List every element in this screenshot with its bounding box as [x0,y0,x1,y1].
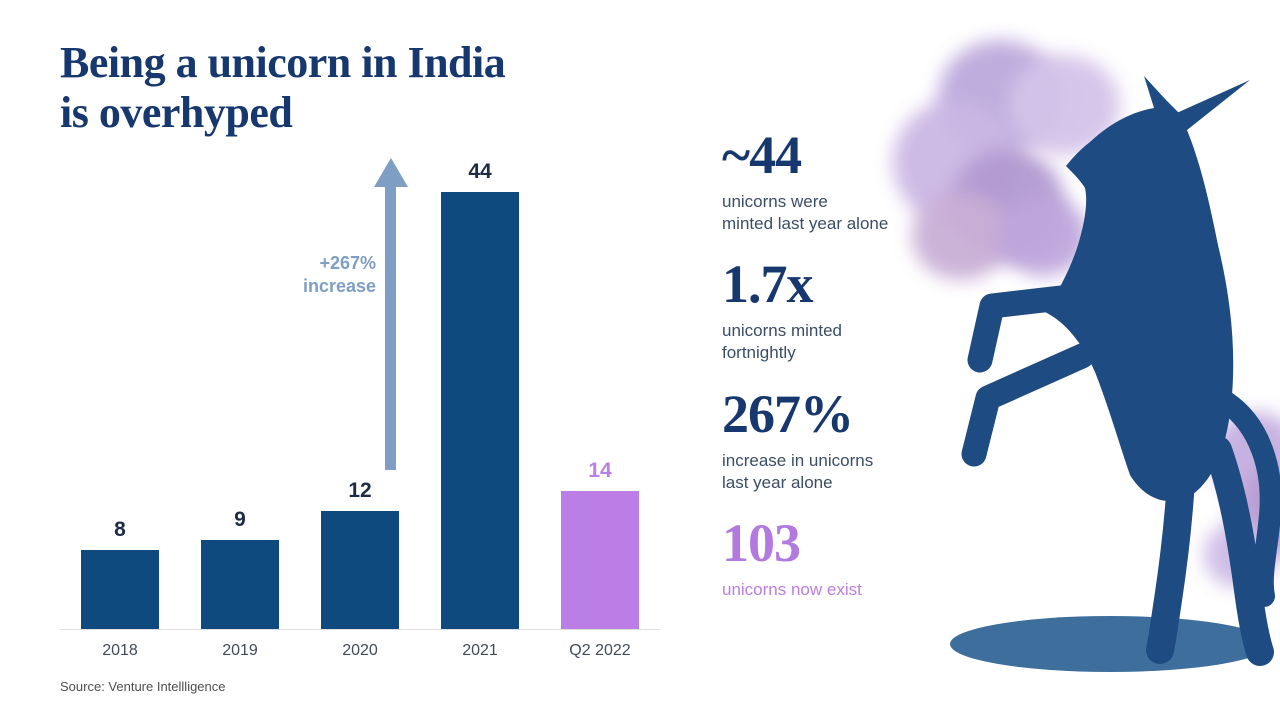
tail-cloud [1204,522,1276,588]
page-title: Being a unicorn in India is overhyped [60,38,506,137]
increase-arrow-head-icon [374,158,408,187]
stat-unicorns-minted: ~44 unicorns were minted last year alone [722,125,957,235]
bar-value-label: 12 [348,479,372,502]
bar-column-2020: 12 [300,479,420,630]
stat-description: increase in unicorns last year alone [722,450,874,492]
increase-arrow-shaft [385,185,396,470]
bar-q2-2022 [561,491,639,630]
tail-cloud [1232,472,1280,558]
bar-2020 [321,511,399,630]
mane-cloud [998,196,1088,276]
x-tick-2020: 2020 [342,642,378,659]
x-axis-baseline [60,629,660,630]
bar-value-label: 44 [468,160,492,183]
bar-2019 [201,540,279,630]
x-tick-q2-2022: Q2 2022 [569,642,631,659]
page-title-line2: is overhyped [60,87,293,137]
bar-value-label: 8 [114,518,126,541]
stat-value: ~44 [722,125,802,185]
bar-value-label: 14 [588,459,612,482]
bar-column-q2-2022: 14 [540,459,660,630]
x-tick-2018: 2018 [102,642,138,659]
stat-description: unicorns were minted last year alone [722,192,889,234]
bar-column-2018: 8 [60,518,180,630]
page-title-line1: Being a unicorn in India [60,38,506,87]
tail-cloud [1212,412,1280,500]
mane-cloud [1008,55,1120,155]
bar-chart: +267% increase 8 9 12 44 14 [60,150,660,659]
bar-value-label: 9 [234,508,246,531]
bar-2018 [81,550,159,630]
unicorn-silhouette [961,76,1280,666]
source-note: Source: Venture Intellligence [60,679,226,694]
stat-value: 1.7x [722,254,814,315]
x-tick-2019: 2019 [222,642,258,659]
x-tick-2021: 2021 [462,642,498,659]
mane-cloud [952,148,1064,260]
stat-value: 103 [722,512,801,573]
bar-2021 [441,192,519,630]
x-axis-labels: 2018 2019 2020 2021 Q2 2022 [60,642,660,660]
stats-column: ~44 unicorns were minted last year alone… [722,125,957,623]
stat-increase-percent: 267% increase in unicorns last year alon… [722,383,957,494]
bar-group: 8 9 12 44 14 [60,150,660,630]
stat-description: unicorns minted fortnightly [722,321,843,363]
increase-annotation-line1: +267% [319,253,376,273]
increase-annotation: +267% increase [236,252,376,299]
stat-total-unicorns: 103 unicorns now exist [722,512,957,601]
stat-description: unicorns now exist [722,579,862,599]
stat-value: 267% [722,383,854,444]
bar-column-2021: 44 [420,160,540,630]
increase-annotation-line2: increase [302,276,376,297]
stat-fortnightly-rate: 1.7x unicorns minted fortnightly [722,257,957,364]
ground-shadow [950,616,1270,672]
bar-column-2019: 9 [180,508,300,630]
